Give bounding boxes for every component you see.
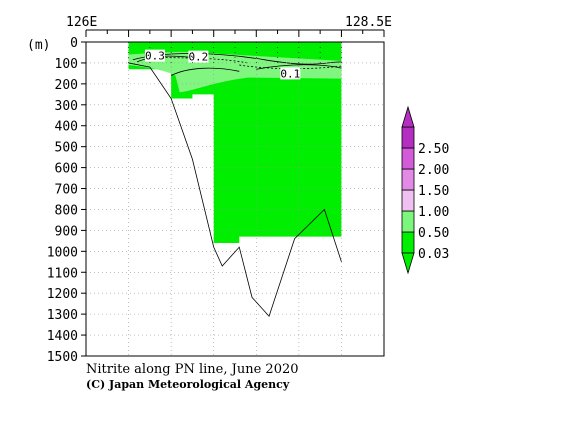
legend-upper-arrow — [401, 105, 415, 128]
legend-swatch-1 — [401, 210, 415, 233]
y-tick-label-5: 500 — [55, 141, 78, 156]
contour-label-2: 0.1 — [280, 67, 300, 80]
y-tick-label-1: 100 — [55, 57, 78, 72]
contour-layer: 0.3 0.2 0.1 — [132, 49, 342, 80]
legend-label-4: 2.00 — [418, 163, 449, 178]
legend-label-1: 0.50 — [418, 226, 449, 241]
y-tick-label-10: 1000 — [47, 245, 78, 260]
legend-swatch-4 — [401, 147, 415, 170]
y-tick-label-13: 1300 — [47, 308, 78, 323]
y-tick-label-7: 700 — [55, 183, 78, 198]
mid-range-area — [128, 51, 342, 93]
contour-label-bg — [188, 50, 209, 63]
topography-layer — [128, 62, 342, 318]
data-coverage-area — [128, 42, 342, 243]
y-tick-label-3: 300 — [55, 99, 78, 114]
data-fill-layer — [128, 42, 342, 243]
legend-label-0: 0.03 — [418, 247, 449, 262]
legend-swatch-5 — [401, 126, 415, 149]
legend-label-3: 1.50 — [418, 184, 449, 199]
axes-layer: 0 100 200 300 400 500 600 700 800 900 1000 1100 1200… — [47, 29, 385, 365]
chart-credit: (C) Japan Meteorological Agency — [86, 378, 290, 391]
contour-line-0-1b — [170, 67, 240, 76]
x-tick-label-right: 128.5E — [345, 15, 392, 30]
y-tick-label-6: 600 — [55, 162, 78, 177]
chart-title: Nitrite along PN line, June 2020 — [86, 362, 299, 377]
y-tick-label-14: 1400 — [47, 329, 78, 344]
y-tick-label-4: 400 — [55, 120, 78, 135]
y-tick-label-15: 1500 — [47, 350, 78, 365]
contour-line-dashed — [239, 64, 342, 70]
bottom-topography-line — [128, 62, 342, 318]
y-axis-unit-label: (m) — [27, 38, 50, 53]
y-tick-label-12: 1200 — [47, 287, 78, 302]
contour-label-0: 0.3 — [145, 50, 165, 63]
legend-swatch-2 — [401, 189, 415, 212]
y-tick-label-2: 200 — [55, 78, 78, 93]
x-tick-label-left: 126E — [66, 15, 97, 30]
contour-label-1: 0.2 — [188, 51, 208, 64]
y-tick-label-9: 900 — [55, 224, 78, 239]
legend-swatch-3 — [401, 168, 415, 191]
legend-label-2: 1.00 — [418, 205, 449, 220]
legend-swatch-0 — [401, 231, 415, 254]
y-tick-label-0: 0 — [70, 36, 78, 51]
legend-label-5: 2.50 — [418, 142, 449, 157]
legend-lower-arrow — [401, 252, 415, 275]
legend-layer: 0.03 0.50 1.00 1.50 2.00 2.50 — [401, 105, 449, 275]
y-tick-label-8: 800 — [55, 203, 78, 218]
y-tick-label-11: 1100 — [47, 266, 78, 281]
plot-frame — [85, 41, 385, 357]
contour-label-bg — [280, 67, 301, 80]
